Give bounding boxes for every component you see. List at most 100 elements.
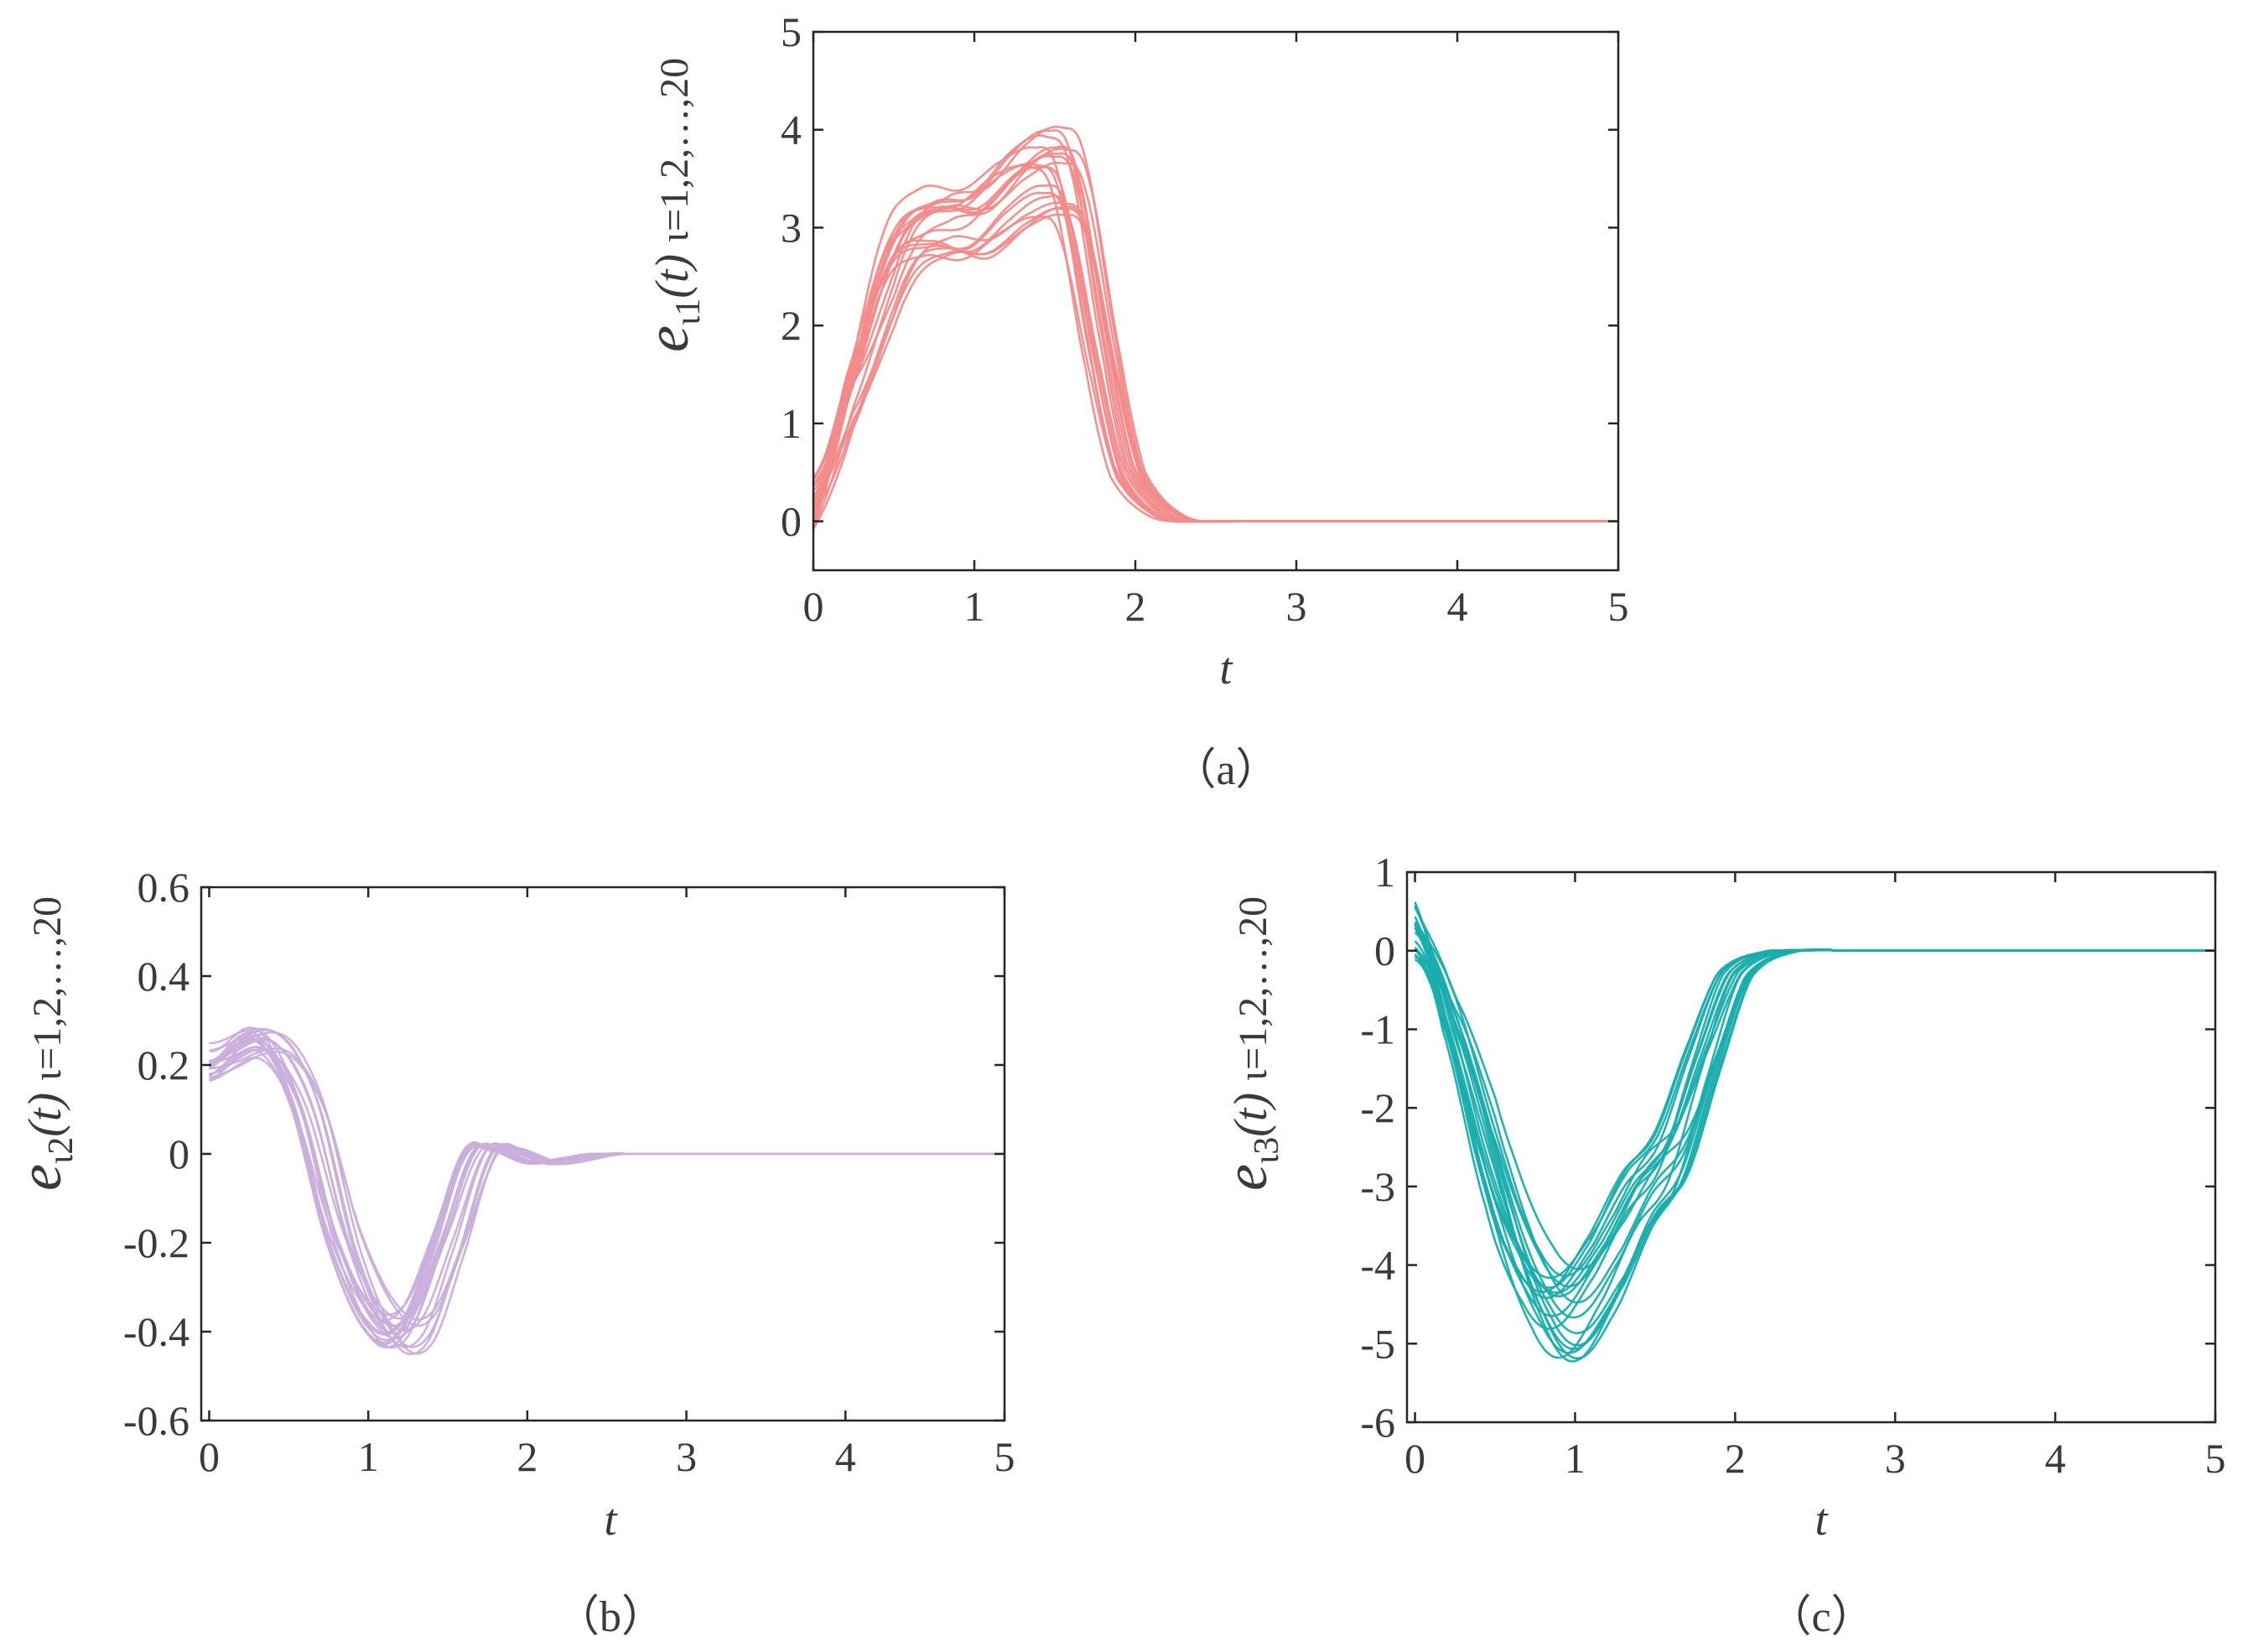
panel-c-series-12: [1414, 948, 2215, 1319]
panel-c-series-3: [1414, 948, 2215, 1289]
panel-b-series-16: [209, 1048, 1005, 1320]
panel-c-ytick-label: -6: [1360, 1399, 1395, 1446]
panel-a-series-20: [812, 154, 1618, 523]
panel-b-xtick-label: 2: [517, 1433, 537, 1480]
panel-a-series-11: [812, 164, 1618, 526]
panel-c-ytick-label: -4: [1360, 1242, 1395, 1289]
panel-a-ylabel: eι1(t) ι=1,2,…,20: [634, 58, 708, 352]
panel-a-series-13: [812, 165, 1618, 523]
panel-a-ytick-label: 4: [781, 106, 802, 153]
panel-c-axes-frame: [1405, 870, 2217, 1424]
panel-a-series-19: [812, 191, 1618, 523]
panel-b-series-20: [208, 1046, 1005, 1327]
panel-c-series-6: [1414, 922, 2215, 1288]
panel-a-xtick-label: 1: [964, 583, 985, 630]
panel-b-ytick-label: -0.4: [123, 1308, 189, 1355]
panel-a: 0 1 2 3 4 5 0 1 2 3 4 5 t eι1(t) ι=1,2,…,20 （a）: [634, 8, 1629, 794]
panel-c-ticks: 0 1 2 3 4 5 1 0 -1 -2 -3 -4 -5 -6: [1360, 849, 2225, 1482]
panel-c-ytick-label: -2: [1360, 1084, 1395, 1131]
panel-b-ytick-label: 0.4: [138, 953, 190, 1000]
panel-b-series-group: [208, 1026, 1005, 1356]
panel-c-xtick-label: 5: [2205, 1435, 2226, 1482]
panel-c-ylabel-index: ι=1,2,…,20: [1231, 896, 1275, 1081]
panel-b-series-6: [209, 1039, 1005, 1336]
panel-a-series-2: [812, 205, 1618, 523]
panel-a-series-9: [812, 201, 1618, 530]
panel-c-ylabel-arg: (t): [1225, 1093, 1277, 1137]
panel-a-ylabel-sub: ι1: [669, 299, 708, 325]
panel-b-series-4: [209, 1029, 1005, 1356]
panel-c-ylabel-sub: ι3: [1248, 1137, 1286, 1164]
panel-c-series-10: [1414, 948, 2215, 1304]
panel-a-ticks: 0 1 2 3 4 5 0 1 2 3 4 5: [781, 8, 1629, 630]
panel-b-series-5: [209, 1046, 1005, 1335]
panel-a-ytick-label: 0: [781, 498, 802, 545]
panel-a-series-16: [812, 213, 1618, 523]
panel-c-ytick-label: 1: [1374, 849, 1395, 896]
panel-c-series-group: [1414, 901, 2215, 1363]
panel-b-series-14: [209, 1038, 1005, 1348]
panel-a-ylabel-index: ι=1,2,…,20: [652, 58, 697, 242]
panel-c-series-13: [1414, 931, 2215, 1334]
panel-c-xlabel: t: [1814, 1494, 1829, 1545]
panel-a-xtick-label: 0: [803, 583, 824, 630]
panel-c-xtick-label: 1: [1565, 1435, 1586, 1482]
panel-c-xtick-label: 4: [2045, 1435, 2066, 1482]
panel-a-series-6: [812, 129, 1618, 523]
panel-a-ytick-label: 5: [781, 8, 802, 55]
panel-b-series-12: [209, 1027, 1005, 1348]
panel-a-xtick-label: 5: [1608, 583, 1629, 630]
panel-c-ylabel-var: e: [1212, 1164, 1280, 1191]
panel-c-series-18: [1414, 922, 2215, 1347]
panel-b-ytick-label: 0.6: [138, 864, 190, 911]
panel-a-ytick-label: 1: [781, 400, 802, 447]
panel-c-series-8: [1414, 922, 2215, 1350]
panel-b-ticks: 0 1 2 3 4 5 0.6 0.4 0.2 0 -0.2 -0.4 -0.6: [123, 864, 1015, 1480]
panel-a-series-group: [812, 125, 1618, 530]
panel-b-ylabel: eι2(t) ι=1,2,…,20: [7, 896, 80, 1191]
panel-a-ylabel-var: e: [634, 325, 701, 352]
panel-b-caption: （b）: [556, 1593, 665, 1641]
panel-c-ytick-label: -1: [1360, 1005, 1395, 1052]
panel-b-ylabel-index: ι=1,2,…,20: [25, 896, 70, 1081]
panel-c-ytick-label: -5: [1360, 1320, 1395, 1367]
panel-b-ylabel-arg: (t): [19, 1093, 71, 1137]
panel-b-xtick-label: 4: [835, 1433, 856, 1480]
svg-text:eι3(t)ι=1,2,…,20: eι3(t) ι=1,2,…,20: [1212, 896, 1286, 1191]
panel-c-series-20: [1414, 921, 2215, 1270]
panel-b-ytick-label: 0.2: [138, 1042, 190, 1088]
panel-a-series-3: [812, 161, 1618, 528]
panel-b-ytick-label: -0.6: [123, 1397, 189, 1444]
panel-a-ytick-label: 3: [781, 204, 802, 251]
panel-b-ylabel-sub: ι2: [42, 1137, 80, 1164]
panel-b-xlabel: t: [604, 1494, 618, 1545]
panel-b-series-2: [209, 1038, 1005, 1344]
panel-c-series-9: [1414, 948, 2215, 1317]
panel-c: 0 1 2 3 4 510-1-2-3-4-5-6 t eι3(t)ι=1,2,…,20 …: [1212, 849, 2226, 1641]
panel-a-series-4: [812, 163, 1618, 523]
panel-c-xtick-label: 2: [1725, 1435, 1746, 1482]
panel-c-ytick-label: -3: [1360, 1163, 1395, 1210]
panel-b-series-13: [209, 1034, 1005, 1342]
panel-a-axes-frame: [812, 30, 1620, 572]
panel-b-ytick-label: -0.2: [123, 1219, 189, 1266]
panel-b-xtick-label: 1: [358, 1433, 379, 1480]
panel-c-xtick-label: 0: [1404, 1435, 1425, 1482]
panel-a-xtick-label: 2: [1125, 583, 1146, 630]
panel-c-xtick-label: 3: [1885, 1435, 1906, 1482]
panel-c-ytick-label: 0: [1374, 927, 1395, 974]
panel-b-xtick-label: 0: [199, 1433, 220, 1480]
panel-c-series-4: [1414, 905, 2215, 1298]
panel-b-series-19: [208, 1039, 1005, 1339]
panel-c-ylabel: eι3(t) ι=1,2,…,20: [1212, 896, 1286, 1191]
panel-b-ylabel-var: e: [7, 1164, 74, 1191]
panel-a-xtick-label: 3: [1286, 583, 1307, 630]
panel-b: 0 1 2 3 4 5 0.6 0.4 0.2 0 -0.2 -0.4 -0.6 t eι2(t) ι=1…: [7, 864, 1015, 1641]
panel-c-series-1: [1414, 907, 2215, 1277]
svg-text:eι2(t)ι=1,2,…,20: eι2(t) ι=1,2,…,20: [7, 896, 80, 1191]
panel-a-xtick-label: 4: [1447, 583, 1468, 630]
panel-b-ytick-label: 0: [169, 1130, 189, 1177]
panel-a-series-17: [812, 134, 1618, 523]
panel-c-series-2: [1414, 927, 2215, 1280]
svg-text:eι1(t)ι=1,2,…,20: eι1(t) ι=1,2,…,20: [634, 58, 708, 352]
